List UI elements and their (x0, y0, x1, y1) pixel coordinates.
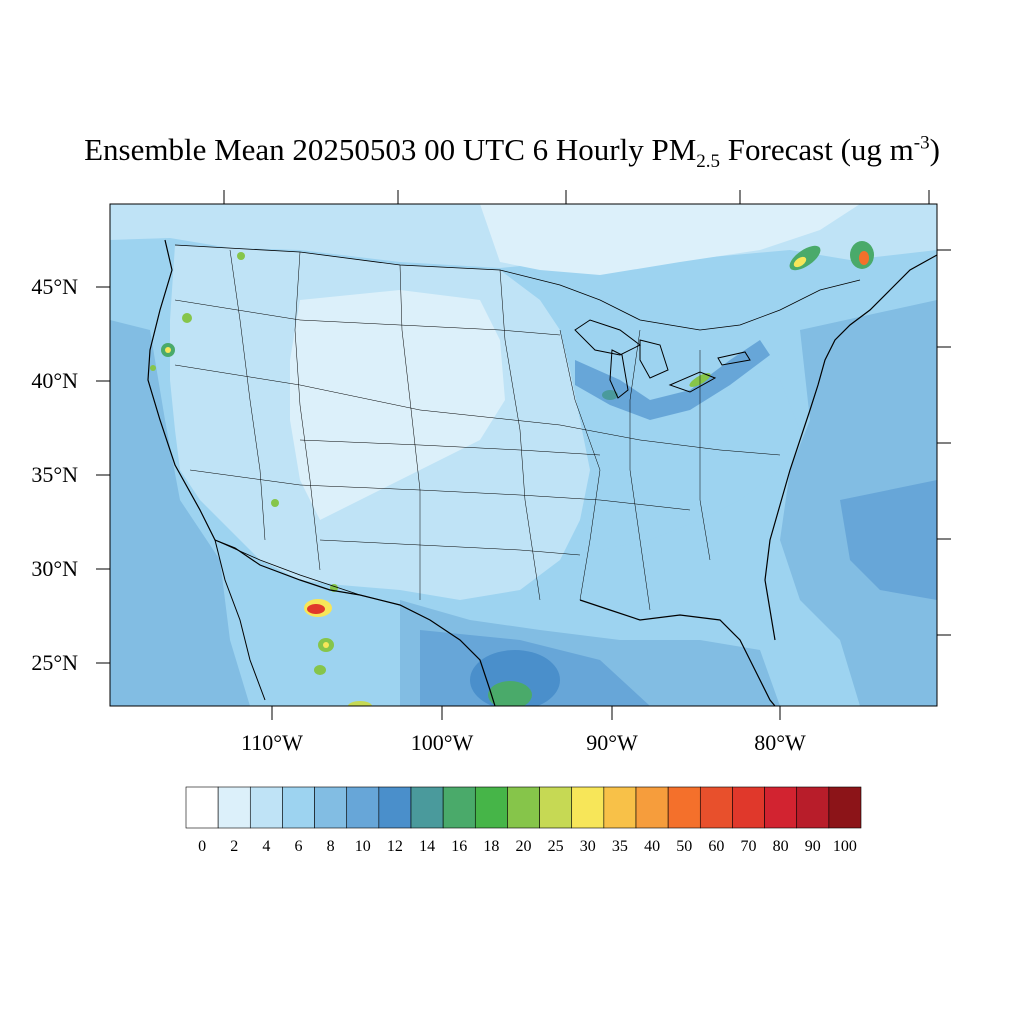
lat-label-30n: 30°N (31, 556, 78, 581)
colorbar-tick-label: 70 (740, 838, 757, 855)
lat-label-25n: 25°N (31, 650, 78, 675)
colorbar-swatch (282, 786, 315, 829)
lon-label-100w: 100°W (410, 730, 474, 755)
coastline-baja (214, 539, 266, 701)
colorbar-swatch (764, 786, 798, 829)
hotspot-sinaloa (314, 665, 326, 675)
colorbar-swatch (378, 786, 412, 829)
colorbar-swatch (474, 786, 508, 829)
hotspot-quebec-east-core (859, 251, 869, 265)
map-title: Ensemble Mean 20250503 00 UTC 6 Hourly P… (84, 132, 940, 173)
colorbar-tick-label: 40 (644, 838, 661, 855)
lat-label-45n: 45°N (31, 274, 78, 299)
lon-label-90w: 90°W (586, 730, 638, 755)
field-great-lakes (575, 340, 770, 420)
colorbar-swatch (410, 786, 444, 829)
coastline-west-gulf (147, 239, 496, 706)
colorbar-swatch (346, 786, 380, 829)
border-canada (174, 244, 861, 331)
colorbar-swatch (185, 786, 219, 829)
lake-erie (668, 371, 717, 393)
field-pacific (110, 320, 250, 706)
field-atlantic-dark (840, 480, 937, 600)
colorbar-swatch (828, 786, 862, 829)
coastline-atlantic (764, 254, 937, 641)
axis-ticks (96, 190, 951, 720)
colorbar-swatch (667, 786, 701, 829)
border-mexico (214, 539, 401, 606)
colorbar-tick-label: 80 (772, 838, 789, 855)
colorbar-tick-label: 25 (547, 838, 564, 855)
colorbar-tick-label: 20 (515, 838, 532, 855)
coastline-gulf-east (579, 599, 776, 706)
colorbar-tick-label: 18 (483, 838, 500, 855)
colorbar-tick-label: 16 (451, 838, 468, 855)
colorbar-tick-label: 0 (198, 838, 207, 855)
hotspot-chihuahua-core (307, 604, 325, 614)
hotspot-arizona (271, 499, 279, 507)
colorbar-swatch (314, 786, 348, 829)
field-canada-low (480, 204, 860, 275)
colorbar-tick-label: 60 (708, 838, 725, 855)
colorbar-tick-label: 2 (230, 838, 239, 855)
hotspot-california-north (150, 365, 156, 371)
colorbar-tick-label: 10 (354, 838, 371, 855)
lake-ontario (717, 351, 751, 366)
lon-label-110w: 110°W (241, 730, 303, 755)
colorbar-swatch (635, 786, 669, 829)
boundaries (147, 239, 937, 706)
colorbar-tick-label: 50 (676, 838, 693, 855)
hotspot-jalisco (348, 701, 372, 706)
colorbar-tick-label: 100 (832, 838, 857, 855)
colorbar-swatch (217, 786, 251, 829)
hotspot-idaho (237, 252, 245, 260)
colorbar-swatch (571, 786, 605, 829)
colorbar-tick-label: 90 (804, 838, 821, 855)
field-plains-low (290, 290, 505, 520)
colorbar-swatch (732, 786, 765, 829)
lake-huron (639, 339, 669, 379)
lat-label-40n: 40°N (31, 368, 78, 393)
lake-michigan (609, 349, 629, 399)
pm25-field (110, 204, 937, 706)
colorbar-tick-label: 4 (262, 838, 271, 855)
colorbar (185, 786, 862, 829)
hotspot-quebec-west-core (793, 256, 807, 268)
hotspot-chicago (602, 390, 618, 400)
colorbar-tick-label: 14 (419, 838, 436, 855)
field-gulf-peak (488, 681, 532, 706)
lon-label-80w: 80°W (754, 730, 806, 755)
colorbar-swatch (699, 786, 733, 829)
colorbar-tick-label: 8 (326, 838, 335, 855)
colorbar-tick-label: 12 (386, 838, 403, 855)
colorbar-tick-label: 30 (579, 838, 596, 855)
colorbar-swatch (442, 786, 476, 829)
colorbar-swatch (249, 786, 283, 829)
colorbar-tick-label: 35 (611, 838, 628, 855)
colorbar-swatch (539, 786, 573, 829)
state-lines (174, 249, 781, 611)
hotspot-oregon-core (165, 347, 171, 353)
colorbar-tick-label: 6 (294, 838, 303, 855)
lat-label-35n: 35°N (31, 462, 78, 487)
colorbar-swatch (507, 786, 540, 829)
map-frame (109, 203, 938, 707)
colorbar-swatch (796, 786, 830, 829)
colorbar-swatch (603, 786, 637, 829)
hotspot-oregon-north (182, 313, 192, 323)
